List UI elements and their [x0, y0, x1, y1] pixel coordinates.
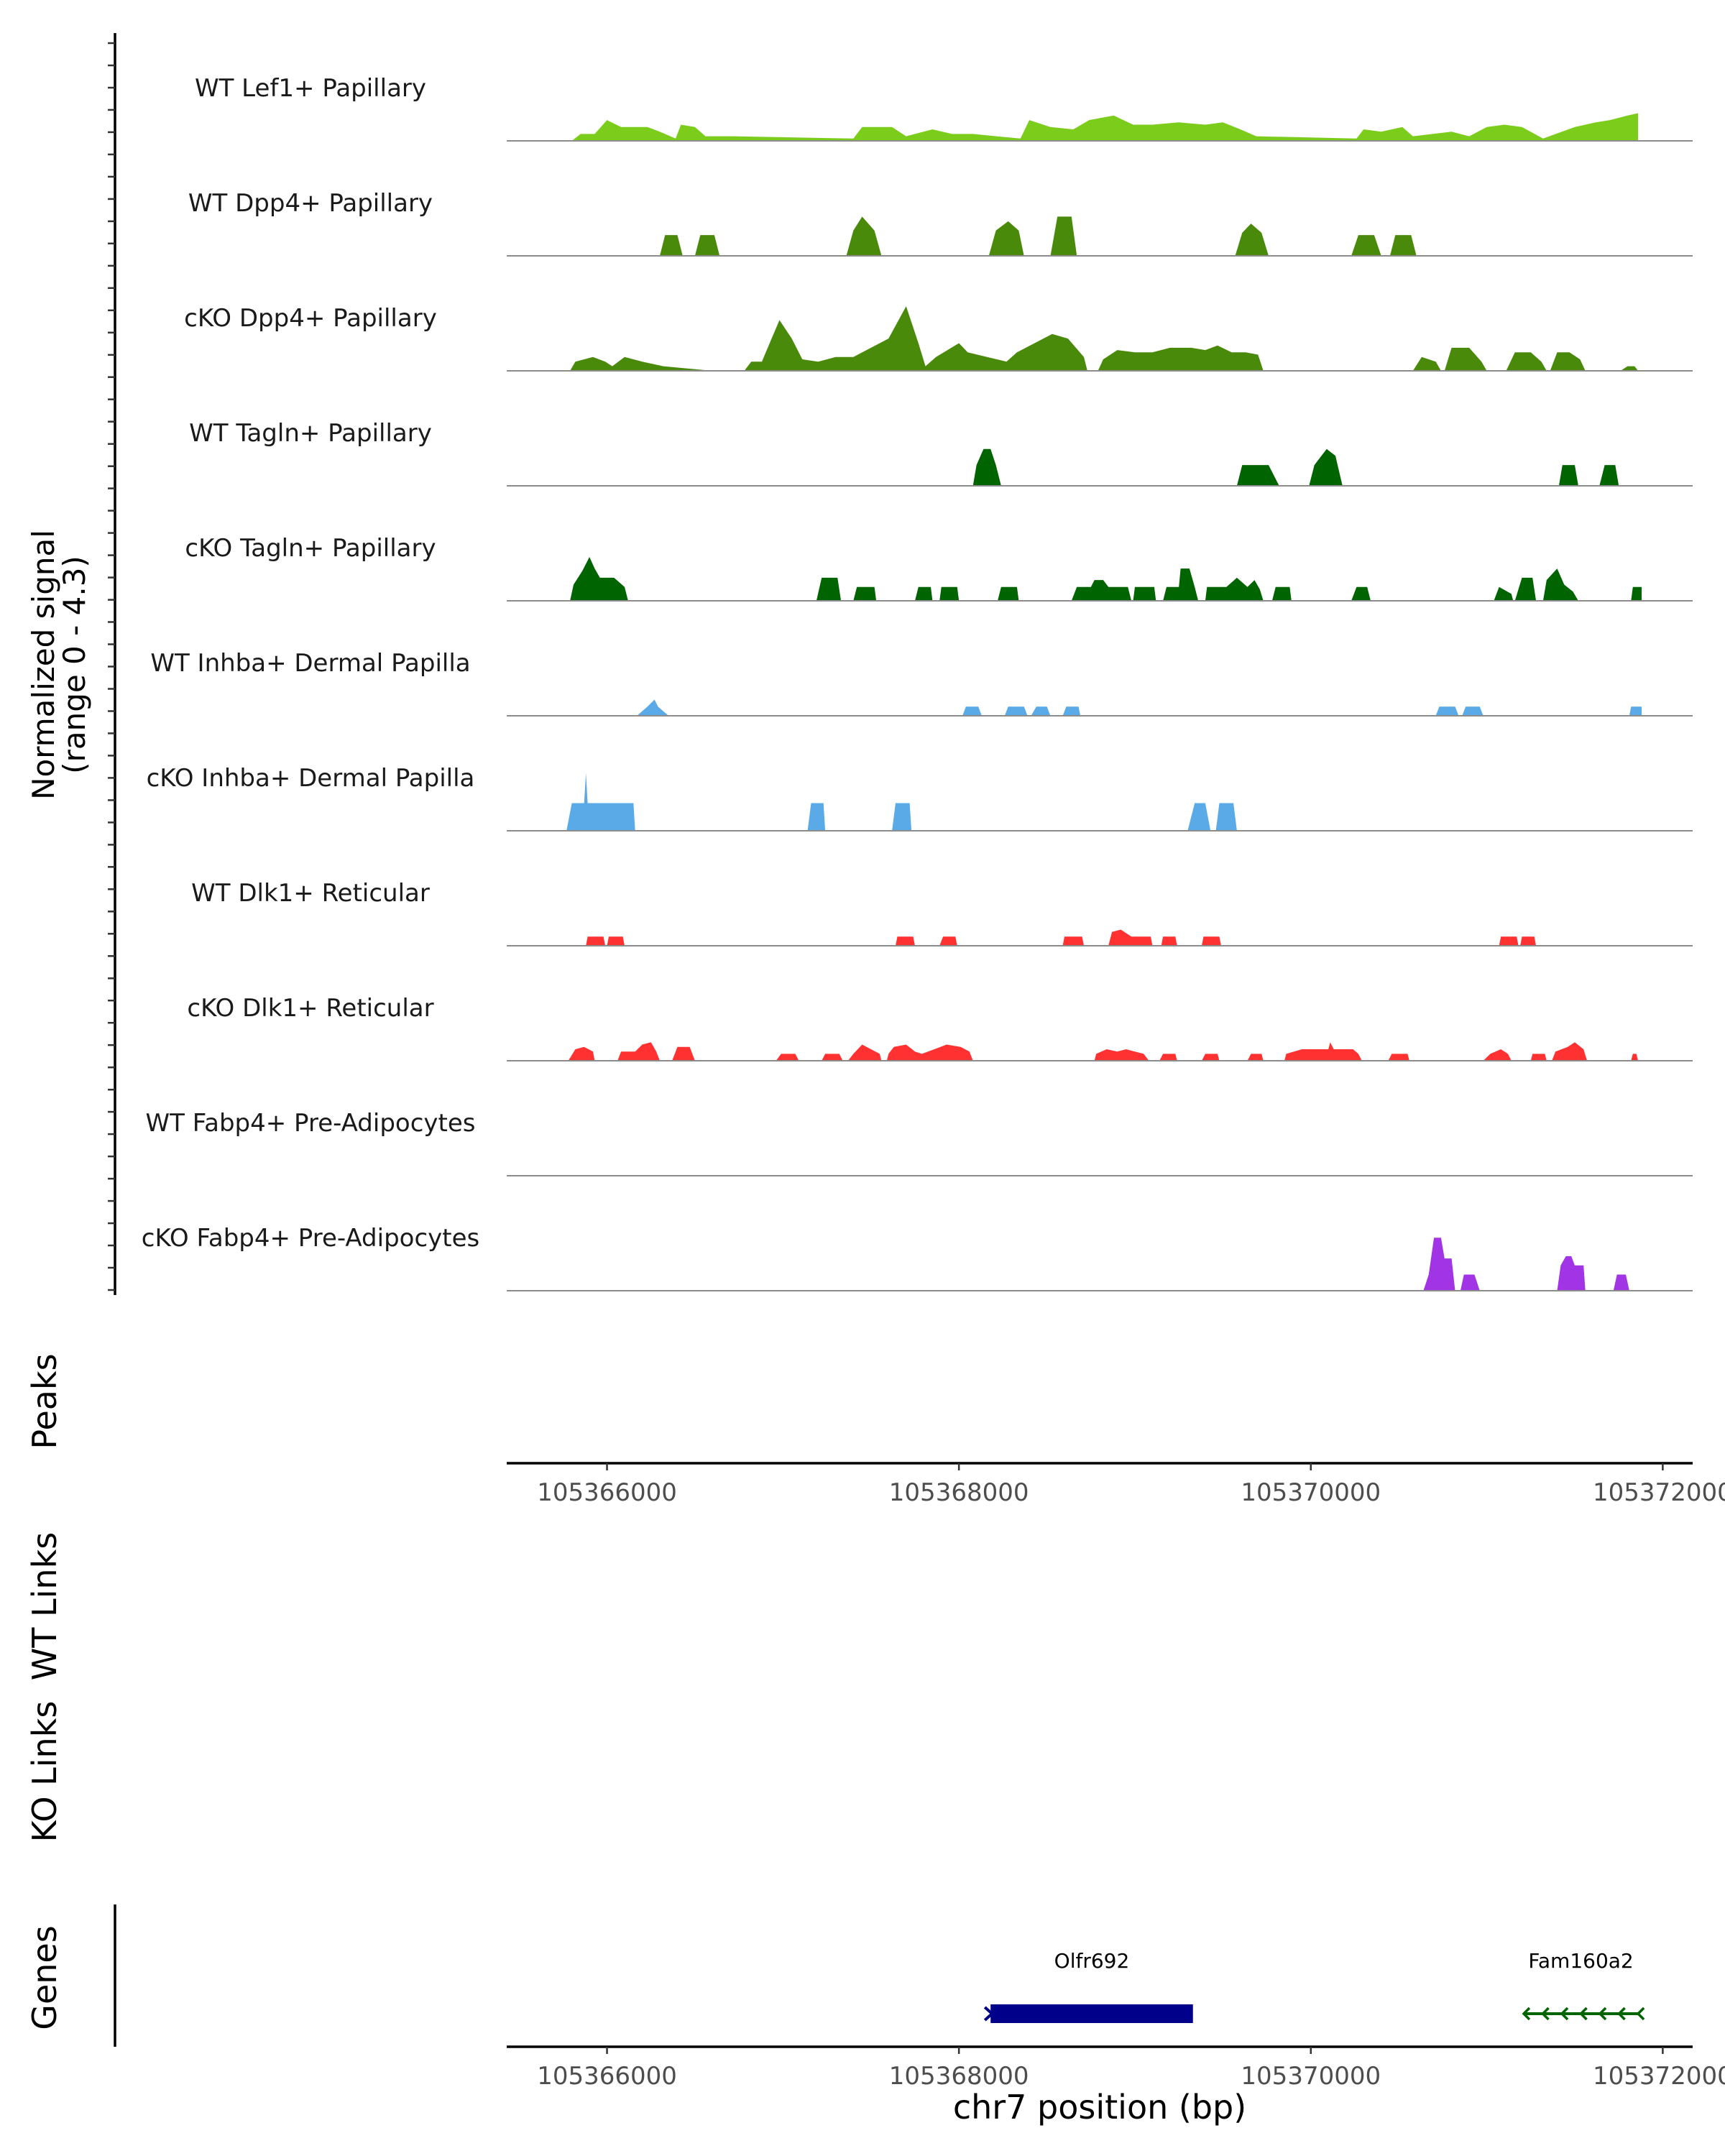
strand-arrow — [1522, 2007, 1531, 2021]
x-tick-label: 105366000 — [537, 2062, 677, 2091]
strand-arrow — [1636, 2007, 1645, 2021]
genes-track-label: Genes — [25, 1925, 64, 2030]
track-6: cKO Inhba+ Dermal Papilla — [147, 764, 1693, 831]
peaks-track-label: Peaks — [25, 1353, 64, 1449]
coverage-area — [660, 216, 1639, 256]
x-tick-label: 105370000 — [1241, 2062, 1381, 2091]
track-0: WT Lef1+ Papillary — [195, 74, 1693, 142]
track-7: WT Dlk1+ Reticular — [191, 879, 1693, 946]
track-label: cKO Dpp4+ Papillary — [184, 304, 437, 333]
x-tick-label: 105366000 — [537, 1478, 677, 1507]
x-axis-title: chr7 position (bp) — [953, 2088, 1246, 2127]
coverage-tracks: WT Lef1+ Papillary WT Dpp4+ Papillary cKO … — [142, 74, 1693, 1291]
coverage-area — [570, 306, 1639, 371]
strand-arrow — [1541, 2007, 1550, 2021]
gene-label: Olfr692 — [1054, 1949, 1130, 1973]
track-3: WT Tagln+ Papillary — [189, 419, 1693, 487]
coverage-area — [570, 557, 1642, 601]
coverage-area — [637, 699, 1642, 716]
track-2: cKO Dpp4+ Papillary — [184, 304, 1693, 372]
track-5: WT Inhba+ Dermal Papilla — [150, 649, 1693, 717]
strand-arrow — [1560, 2007, 1569, 2021]
x-tick-label: 105370000 — [1241, 1478, 1381, 1507]
track-label: WT Dpp4+ Papillary — [188, 189, 433, 218]
track-label: cKO Fabp4+ Pre-Adipocytes — [142, 1224, 480, 1253]
coverage-area — [1423, 1238, 1639, 1291]
coverage-area — [586, 929, 1639, 946]
signal-y-sublabel: (range 0 - 4.3) — [57, 556, 92, 774]
track-1: WT Dpp4+ Papillary — [188, 189, 1693, 257]
coverage-area — [568, 1042, 1639, 1061]
strand-arrow — [1579, 2007, 1588, 2021]
wt-links-track-label: WT Links — [25, 1532, 64, 1680]
coverage-area — [972, 448, 1639, 486]
gene-label: Fam160a2 — [1528, 1949, 1633, 1973]
track-label: WT Fabp4+ Pre-Adipocytes — [146, 1109, 476, 1138]
track-9: WT Fabp4+ Pre-Adipocytes — [146, 1109, 1693, 1176]
gene-annotations: Olfr692 Fam160a2 — [983, 1949, 1645, 2023]
coverage-area — [571, 113, 1639, 141]
track-label: cKO Inhba+ Dermal Papilla — [147, 764, 475, 793]
gene-0: Olfr692 — [983, 1949, 1193, 2023]
x-tick-label: 105368000 — [889, 2062, 1029, 2091]
strand-arrow — [1598, 2007, 1607, 2021]
strand-arrow — [983, 2006, 995, 2022]
track-label: WT Lef1+ Papillary — [195, 74, 426, 103]
track-4: cKO Tagln+ Papillary — [185, 534, 1693, 602]
gene-body — [990, 2004, 1193, 2023]
signal-y-ticks — [108, 42, 115, 1291]
ko-links-track-label: KO Links — [25, 1701, 64, 1843]
track-label: cKO Tagln+ Papillary — [185, 534, 436, 563]
gene-1: Fam160a2 — [1522, 1949, 1645, 2021]
x-tick-label: 105368000 — [889, 1478, 1029, 1507]
genes-x-axis: 105366000 105368000 105370000 105372000 — [507, 2045, 1725, 2091]
track-label: WT Inhba+ Dermal Papilla — [150, 649, 470, 678]
track-label: WT Dlk1+ Reticular — [191, 879, 430, 908]
strand-arrow — [1617, 2007, 1626, 2021]
track-label: cKO Dlk1+ Reticular — [187, 994, 433, 1023]
x-tick-label: 105372000 — [1593, 1478, 1725, 1507]
track-label: WT Tagln+ Papillary — [189, 419, 432, 448]
x-tick-label: 105372000 — [1593, 2062, 1725, 2091]
track-8: cKO Dlk1+ Reticular — [187, 994, 1693, 1061]
peaks-x-axis: 105366000 105368000 105370000 105372000 — [507, 1462, 1725, 1507]
signal-y-label: Normalized signal — [26, 530, 61, 800]
track-10: cKO Fabp4+ Pre-Adipocytes — [142, 1224, 1693, 1291]
